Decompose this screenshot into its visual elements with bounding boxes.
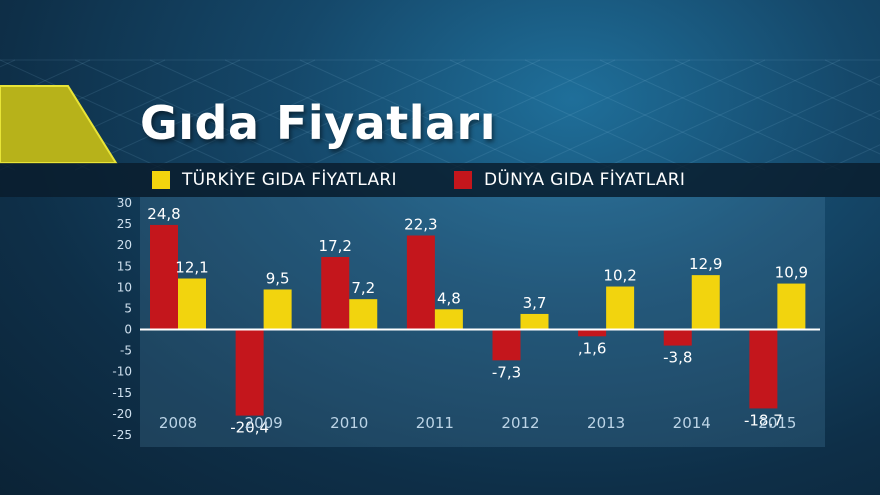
bar-turkey-2012 — [520, 313, 549, 330]
y-tick-label: 30 — [117, 197, 132, 210]
y-tick-label: 10 — [117, 280, 132, 294]
y-tick-label: -25 — [112, 428, 132, 442]
data-label-turkey-2008: 12,1 — [175, 259, 208, 277]
y-tick-label: -5 — [120, 344, 132, 358]
x-tick-label: 2014 — [673, 414, 711, 432]
data-label-world-2013: ,1,6 — [578, 339, 607, 357]
data-label-world-2009: -20,4 — [230, 419, 269, 437]
bar-turkey-2013 — [606, 286, 635, 330]
bar-turkey-2014 — [691, 275, 720, 330]
data-label-world-2011: 22,3 — [404, 215, 437, 233]
x-tick-label: 2015 — [758, 414, 796, 432]
x-tick-label: 2010 — [330, 414, 368, 432]
legend-swatch-turkey — [152, 171, 170, 189]
x-tick-label: 2012 — [501, 414, 539, 432]
bar-world-2013 — [578, 329, 607, 337]
bar-world-2011 — [406, 235, 435, 330]
legend-item-world: DÜNYA GIDA FİYATLARI — [454, 163, 685, 197]
y-tick-label: 15 — [117, 259, 132, 273]
legend-swatch-world — [454, 171, 472, 189]
bar-turkey-2009 — [263, 289, 292, 330]
bar-world-2014 — [663, 329, 692, 346]
legend-label-world: DÜNYA GIDA FİYATLARI — [484, 170, 686, 190]
bar-world-2012 — [492, 329, 521, 361]
bar-turkey-2011 — [434, 309, 463, 330]
y-tick-label: 25 — [117, 217, 132, 231]
data-label-turkey-2009: 9,5 — [266, 269, 290, 287]
legend-item-turkey: TÜRKİYE GIDA FİYATLARI — [152, 163, 397, 197]
legend: TÜRKİYE GIDA FİYATLARI DÜNYA GIDA FİYATL… — [0, 163, 880, 197]
y-tick-label: 20 — [117, 238, 132, 252]
data-label-turkey-2015: 10,9 — [775, 264, 808, 282]
data-label-turkey-2013: 10,2 — [603, 267, 636, 285]
y-tick-label: -20 — [112, 407, 132, 421]
bar-turkey-2010 — [349, 299, 378, 330]
bar-world-2015 — [749, 329, 778, 409]
data-label-turkey-2014: 12,9 — [689, 255, 722, 273]
data-label-turkey-2011: 4,8 — [437, 289, 461, 307]
x-tick-label: 2013 — [587, 414, 625, 432]
bar-turkey-2008 — [178, 278, 206, 330]
data-label-world-2010: 17,2 — [319, 237, 352, 255]
bar-world-2009 — [235, 329, 264, 416]
x-tick-label: 2008 — [159, 414, 197, 432]
data-label-turkey-2012: 3,7 — [523, 294, 547, 312]
y-tick-label: -10 — [112, 365, 132, 379]
legend-label-turkey: TÜRKİYE GIDA FİYATLARI — [182, 170, 397, 190]
page-title: Gıda Fiyatları — [140, 96, 496, 150]
data-label-world-2012: -7,3 — [492, 363, 521, 381]
accent-wedge — [0, 85, 118, 164]
y-tick-label: -15 — [112, 386, 132, 400]
bar-world-2010 — [321, 256, 350, 330]
bar-turkey-2015 — [777, 283, 806, 330]
data-label-world-2014: -3,8 — [663, 349, 692, 367]
data-label-world-2008: 24,8 — [147, 205, 180, 223]
data-label-turkey-2010: 7,2 — [351, 279, 375, 297]
y-tick-label: 0 — [124, 323, 132, 337]
x-tick-label: 2011 — [416, 414, 454, 432]
x-tick-label: 2009 — [245, 414, 283, 432]
y-tick-label: 5 — [124, 301, 132, 315]
bar-world-2008 — [150, 224, 178, 330]
data-label-world-2015: -18,7 — [744, 411, 783, 429]
